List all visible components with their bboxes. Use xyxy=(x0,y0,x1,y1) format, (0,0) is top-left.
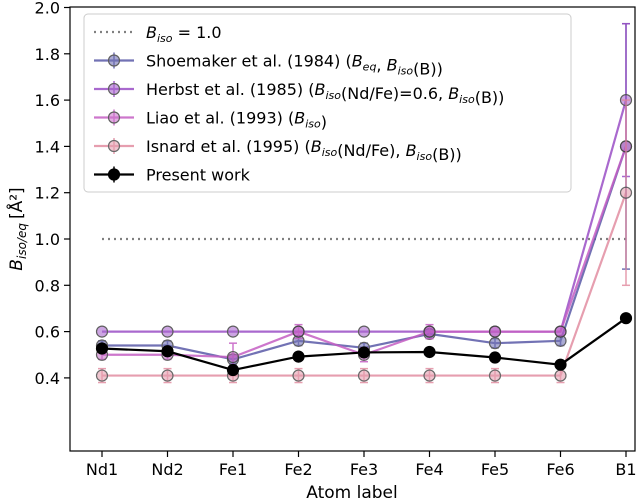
data-point xyxy=(554,358,567,371)
y-tick-label: 1.2 xyxy=(35,184,60,203)
legend-swatch xyxy=(94,109,134,126)
data-point xyxy=(619,312,633,325)
series-4 xyxy=(95,312,633,377)
data-point xyxy=(226,363,240,377)
y-tick-label: 1.8 xyxy=(35,45,60,64)
x-axis-label: Atom label xyxy=(306,483,397,502)
legend-box xyxy=(83,13,572,193)
data-point xyxy=(292,350,305,363)
data-point xyxy=(619,186,633,199)
data-point xyxy=(554,325,567,338)
axes: 0.4 0.6 0.8 1.0 1.2 1.4 1.6 1.8 2.0 Nd1 Nd2 Fe1 Fe2 F… xyxy=(35,0,637,479)
x-tick-label: Nd2 xyxy=(151,460,183,479)
data-point xyxy=(357,325,371,338)
y-axis-label-unit: [Å²] xyxy=(5,187,27,219)
y-axis-label-sub: iso/eq xyxy=(15,223,29,259)
data-point xyxy=(161,325,174,338)
y-axis-label: Biso/eq [Å²] xyxy=(5,187,29,270)
data-point xyxy=(488,369,502,382)
data-point xyxy=(488,325,502,338)
data-point xyxy=(95,342,109,355)
legend: Biso = 1.0 Shoemaker et al. (1984) (Beq, … xyxy=(83,13,572,193)
x-tick-label: Nd1 xyxy=(86,460,118,479)
data-point xyxy=(161,369,174,382)
data-point xyxy=(292,325,305,338)
data-point xyxy=(95,325,109,338)
x-tick-label: Fe1 xyxy=(219,460,247,479)
y-tick-label: 0.4 xyxy=(35,369,60,388)
data-point xyxy=(423,369,436,382)
y-tick-label: 1.4 xyxy=(35,137,60,156)
legend-swatch-marker xyxy=(107,54,121,67)
data-point xyxy=(357,369,371,382)
y-tick-label: 0.6 xyxy=(35,323,60,342)
x-tick-label: Fe6 xyxy=(546,460,574,479)
y-axis-label-main: B xyxy=(7,259,27,271)
legend-swatch-marker xyxy=(107,82,121,96)
legend-label: Liao et al. (1993) (Biso) xyxy=(146,109,327,132)
y-tick-label: 0.8 xyxy=(35,276,60,295)
data-point xyxy=(488,337,502,350)
x-tick-label: Fe4 xyxy=(415,460,443,479)
data-point xyxy=(292,369,305,382)
data-point xyxy=(488,351,502,364)
data-point xyxy=(226,325,240,338)
legend-swatch-marker xyxy=(107,111,121,124)
data-point xyxy=(95,369,109,382)
legend-swatch-marker xyxy=(107,139,121,153)
x-tick-label: Fe5 xyxy=(481,460,509,479)
legend-swatch xyxy=(94,138,134,154)
data-point xyxy=(357,346,371,359)
plot-area xyxy=(95,22,633,384)
legend-label: Present work xyxy=(146,166,251,185)
legend-label: Biso = 1.0 xyxy=(146,23,222,45)
data-point xyxy=(423,325,436,338)
legend-label: Isnard et al. (1995) (Biso(Nd/Fe), Biso(… xyxy=(146,137,462,164)
legend-swatch xyxy=(94,81,134,97)
y-tick-label: 1.0 xyxy=(35,230,60,249)
legend-swatch xyxy=(94,52,134,69)
legend-label: Herbst et al. (1985) (Biso(Nd/Fe)=0.6, B… xyxy=(146,80,504,107)
data-point xyxy=(423,345,436,359)
data-point xyxy=(554,369,567,382)
x-tick-label: B1 xyxy=(615,460,636,479)
x-tick-label: Fe2 xyxy=(284,460,312,479)
data-point xyxy=(226,350,240,364)
x-tick-label: Fe3 xyxy=(350,460,378,479)
legend-label: Shoemaker et al. (1984) (Beq, Biso(B)) xyxy=(146,52,443,79)
legend-swatch xyxy=(94,166,134,183)
legend-swatch-marker xyxy=(107,168,121,181)
y-tick-label: 2.0 xyxy=(35,0,60,18)
plot-frame xyxy=(69,6,636,452)
data-point xyxy=(161,345,174,358)
y-tick-label: 1.6 xyxy=(35,91,60,110)
